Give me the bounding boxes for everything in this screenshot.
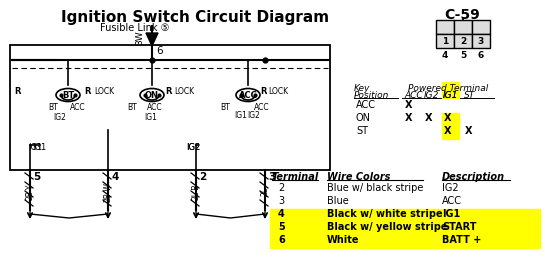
Text: Blue: Blue bbox=[327, 196, 349, 206]
Ellipse shape bbox=[56, 89, 80, 102]
Ellipse shape bbox=[140, 89, 164, 102]
Text: X: X bbox=[444, 126, 451, 136]
Text: Black w/ yellow stripe: Black w/ yellow stripe bbox=[327, 222, 447, 232]
Text: ACC: ACC bbox=[254, 102, 270, 112]
Text: White: White bbox=[327, 235, 360, 245]
Text: ST: ST bbox=[356, 126, 368, 136]
Text: LOCK: LOCK bbox=[94, 87, 114, 97]
Text: ACC: ACC bbox=[404, 91, 422, 100]
Bar bbox=[10, 45, 330, 170]
Text: X: X bbox=[405, 100, 413, 110]
Text: LOCK: LOCK bbox=[268, 87, 288, 97]
Text: 4: 4 bbox=[278, 209, 284, 219]
Text: X: X bbox=[444, 113, 451, 123]
Text: 3W: 3W bbox=[135, 31, 144, 45]
Text: 1: 1 bbox=[442, 36, 448, 46]
Text: IG2: IG2 bbox=[424, 91, 439, 100]
Text: R: R bbox=[14, 87, 21, 97]
Text: 5: 5 bbox=[460, 51, 466, 60]
Text: 3: 3 bbox=[478, 36, 484, 46]
Text: R: R bbox=[165, 87, 172, 97]
Text: 5: 5 bbox=[278, 222, 284, 232]
Text: ACC: ACC bbox=[356, 100, 376, 110]
Bar bbox=[442, 113, 459, 126]
Bar bbox=[270, 235, 540, 248]
Text: BT: BT bbox=[48, 102, 58, 112]
Text: 6: 6 bbox=[278, 235, 284, 245]
Text: IG1: IG1 bbox=[443, 91, 458, 100]
Text: IG2: IG2 bbox=[186, 144, 200, 153]
Text: IG1: IG1 bbox=[32, 144, 46, 153]
Text: Terminal: Terminal bbox=[272, 172, 319, 182]
Text: Blue w/ black stripe: Blue w/ black stripe bbox=[327, 183, 423, 193]
Text: START: START bbox=[442, 222, 476, 232]
Text: X: X bbox=[425, 113, 433, 123]
Text: 2: 2 bbox=[460, 36, 466, 46]
Text: 6: 6 bbox=[478, 51, 484, 60]
Bar bbox=[270, 222, 540, 235]
Text: BT: BT bbox=[220, 102, 230, 112]
Text: R: R bbox=[84, 87, 90, 97]
Text: IG2: IG2 bbox=[442, 183, 459, 193]
FancyBboxPatch shape bbox=[472, 34, 490, 48]
Text: 2B-Y: 2B-Y bbox=[26, 184, 34, 200]
Text: 4: 4 bbox=[442, 51, 448, 60]
Text: C-59: C-59 bbox=[444, 8, 480, 22]
Text: Key: Key bbox=[354, 84, 371, 93]
Text: Ignition Switch Circuit Diagram: Ignition Switch Circuit Diagram bbox=[61, 10, 329, 25]
Text: 4: 4 bbox=[111, 172, 118, 182]
Text: IG1: IG1 bbox=[234, 110, 247, 120]
Ellipse shape bbox=[236, 89, 260, 102]
Text: 2: 2 bbox=[278, 183, 284, 193]
Bar bbox=[270, 209, 540, 222]
FancyBboxPatch shape bbox=[454, 34, 472, 48]
Text: ACC: ACC bbox=[147, 102, 162, 112]
FancyBboxPatch shape bbox=[454, 20, 472, 34]
Text: 3: 3 bbox=[278, 196, 284, 206]
Bar bbox=[442, 82, 459, 98]
Text: ON: ON bbox=[145, 91, 159, 100]
Text: BATT +: BATT + bbox=[442, 235, 481, 245]
Text: ACC: ACC bbox=[239, 91, 257, 100]
Polygon shape bbox=[146, 33, 158, 46]
Text: Powered Terminal: Powered Terminal bbox=[408, 84, 488, 93]
FancyBboxPatch shape bbox=[436, 20, 454, 34]
Text: X: X bbox=[405, 113, 413, 123]
Text: IG1: IG1 bbox=[144, 113, 157, 123]
Text: 6: 6 bbox=[156, 46, 162, 56]
Text: IG1: IG1 bbox=[28, 144, 43, 153]
Text: 2L-B: 2L-B bbox=[191, 184, 201, 200]
Text: 3: 3 bbox=[268, 172, 275, 182]
Text: LOCK: LOCK bbox=[174, 87, 194, 97]
Bar bbox=[442, 126, 459, 139]
Text: BT: BT bbox=[62, 91, 74, 100]
FancyBboxPatch shape bbox=[436, 34, 454, 48]
Text: IG2: IG2 bbox=[247, 110, 260, 120]
Text: R: R bbox=[260, 87, 267, 97]
Text: Description: Description bbox=[442, 172, 505, 182]
Text: Black w/ white stripe: Black w/ white stripe bbox=[327, 209, 443, 219]
Text: IG2: IG2 bbox=[53, 113, 66, 123]
FancyBboxPatch shape bbox=[472, 20, 490, 34]
Text: 2L: 2L bbox=[261, 187, 269, 197]
Text: ON: ON bbox=[356, 113, 371, 123]
Text: IG1: IG1 bbox=[442, 209, 460, 219]
Text: IG2: IG2 bbox=[186, 144, 200, 153]
Text: BT: BT bbox=[127, 102, 137, 112]
Text: 2B-W: 2B-W bbox=[104, 182, 112, 202]
Text: ACC: ACC bbox=[442, 196, 462, 206]
Text: Wire Colors: Wire Colors bbox=[327, 172, 390, 182]
Text: ST: ST bbox=[464, 91, 475, 100]
Text: 5: 5 bbox=[33, 172, 40, 182]
Text: Position: Position bbox=[354, 91, 389, 100]
Text: X: X bbox=[465, 126, 473, 136]
Text: IG1: IG1 bbox=[443, 91, 458, 100]
Text: ACC: ACC bbox=[70, 102, 86, 112]
Text: Fusible Link ⑤: Fusible Link ⑤ bbox=[100, 23, 169, 33]
Text: 2: 2 bbox=[199, 172, 206, 182]
